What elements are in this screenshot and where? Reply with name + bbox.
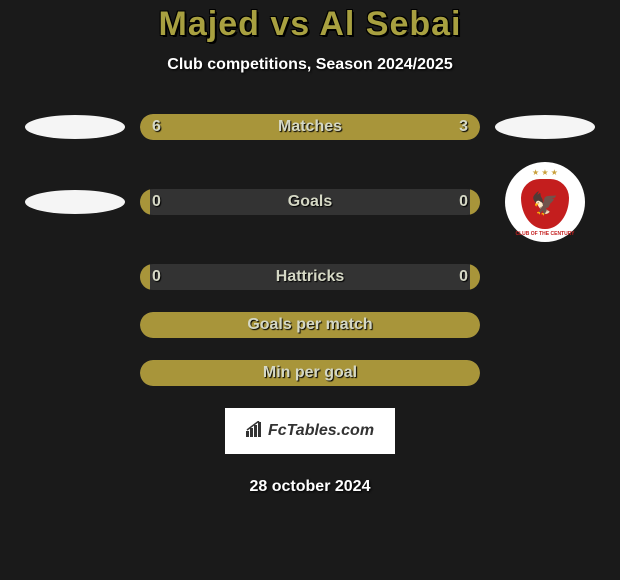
right-badge-slot-2: ★ ★ ★ 🦅 CLUB OF THE CENTURY xyxy=(480,162,610,242)
right-badge-slot-1 xyxy=(480,115,610,139)
goals-right-value: 0 xyxy=(459,193,468,211)
hattricks-label: Hattricks xyxy=(276,268,344,286)
page-title: Majed vs Al Sebai xyxy=(0,5,620,44)
club-shield-icon: 🦅 xyxy=(521,179,569,229)
stat-row-matches: 6 Matches 3 xyxy=(0,114,620,140)
main-container: Majed vs Al Sebai Club competitions, Sea… xyxy=(0,0,620,496)
left-badge-slot-2 xyxy=(10,190,140,214)
bar-hattricks: 0 Hattricks 0 xyxy=(140,264,480,290)
gpm-label: Goals per match xyxy=(247,316,372,334)
player-badge-left-2 xyxy=(25,190,125,214)
eagle-icon: 🦅 xyxy=(531,193,558,215)
watermark-text: FcTables.com xyxy=(268,422,374,440)
matches-left-value: 6 xyxy=(152,118,161,136)
stat-row-goals: 0 Goals 0 ★ ★ ★ 🦅 CLUB OF THE CENTURY xyxy=(0,162,620,242)
chart-icon xyxy=(246,421,264,442)
left-badge-slot-1 xyxy=(10,115,140,139)
stat-row-mpg: Min per goal xyxy=(0,360,620,386)
matches-right-value: 3 xyxy=(459,118,468,136)
watermark-box[interactable]: FcTables.com xyxy=(225,408,395,454)
bar-goals: 0 Goals 0 xyxy=(140,189,480,215)
player-badge-left-1 xyxy=(25,115,125,139)
hattricks-right-value: 0 xyxy=(459,268,468,286)
club-badge-alahly: ★ ★ ★ 🦅 CLUB OF THE CENTURY xyxy=(505,162,585,242)
mpg-label: Min per goal xyxy=(263,364,357,382)
matches-label: Matches xyxy=(278,118,342,136)
bar-fill-left-goals xyxy=(140,189,150,215)
bar-fill-right-hattricks xyxy=(470,264,480,290)
stat-row-gpm: Goals per match xyxy=(0,312,620,338)
subtitle: Club competitions, Season 2024/2025 xyxy=(0,56,620,74)
bar-fill-left-hattricks xyxy=(140,264,150,290)
date-text: 28 october 2024 xyxy=(0,478,620,496)
club-text: CLUB OF THE CENTURY xyxy=(516,231,575,237)
goals-label: Goals xyxy=(288,193,332,211)
bar-mpg: Min per goal xyxy=(140,360,480,386)
bar-fill-right-goals xyxy=(470,189,480,215)
hattricks-left-value: 0 xyxy=(152,268,161,286)
player-badge-right-1 xyxy=(495,115,595,139)
bar-gpm: Goals per match xyxy=(140,312,480,338)
club-stars-icon: ★ ★ ★ xyxy=(532,168,558,177)
goals-left-value: 0 xyxy=(152,193,161,211)
bar-matches: 6 Matches 3 xyxy=(140,114,480,140)
stat-row-hattricks: 0 Hattricks 0 xyxy=(0,264,620,290)
